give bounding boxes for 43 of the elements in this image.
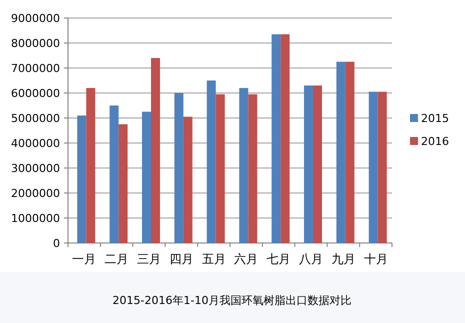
y-tick-label: 4000000 bbox=[11, 137, 60, 150]
bar bbox=[313, 86, 322, 243]
x-tick-label: 二月 bbox=[104, 252, 129, 266]
x-tick-label: 四月 bbox=[169, 252, 194, 266]
bar bbox=[304, 86, 313, 243]
legend-label: 2016 bbox=[421, 135, 449, 148]
y-tick-label: 6000000 bbox=[11, 87, 60, 100]
bar bbox=[77, 116, 86, 243]
legend-label: 2015 bbox=[421, 112, 449, 125]
x-tick-label: 五月 bbox=[202, 252, 226, 266]
bar bbox=[248, 94, 258, 243]
bar bbox=[142, 112, 151, 243]
bar bbox=[151, 58, 160, 243]
x-tick-label: 一月 bbox=[72, 252, 96, 266]
bar bbox=[183, 116, 192, 243]
x-tick-label: 八月 bbox=[299, 252, 323, 266]
bar bbox=[272, 34, 281, 243]
y-tick-label: 3000000 bbox=[11, 162, 60, 175]
bar bbox=[118, 124, 128, 243]
x-tick-label: 三月 bbox=[137, 252, 161, 266]
y-tick-label: 8000000 bbox=[11, 37, 60, 50]
bar bbox=[110, 106, 119, 243]
x-tick-label: 九月 bbox=[331, 252, 356, 266]
bar bbox=[206, 80, 216, 243]
bar bbox=[174, 93, 184, 243]
x-tick-label: 七月 bbox=[266, 252, 291, 266]
bar bbox=[216, 94, 225, 243]
y-tick-label: 9000000 bbox=[11, 12, 60, 25]
y-tick-label: 5000000 bbox=[11, 112, 60, 125]
y-tick-label: 2000000 bbox=[11, 187, 60, 200]
bar bbox=[368, 92, 378, 243]
bar bbox=[239, 88, 248, 243]
y-tick-label: 0 bbox=[53, 237, 60, 250]
x-tick-label: 十月 bbox=[364, 252, 388, 266]
y-tick-label: 1000000 bbox=[11, 212, 60, 225]
bar bbox=[345, 62, 354, 243]
bar bbox=[280, 34, 290, 243]
x-tick-label: 六月 bbox=[234, 252, 258, 266]
bar bbox=[336, 62, 346, 243]
bar bbox=[378, 92, 387, 243]
text: 2015-2016年1-10月我国环氧树脂出口数据对比 bbox=[112, 294, 352, 307]
y-tick-label: 7000000 bbox=[11, 62, 60, 75]
bar bbox=[86, 88, 96, 243]
